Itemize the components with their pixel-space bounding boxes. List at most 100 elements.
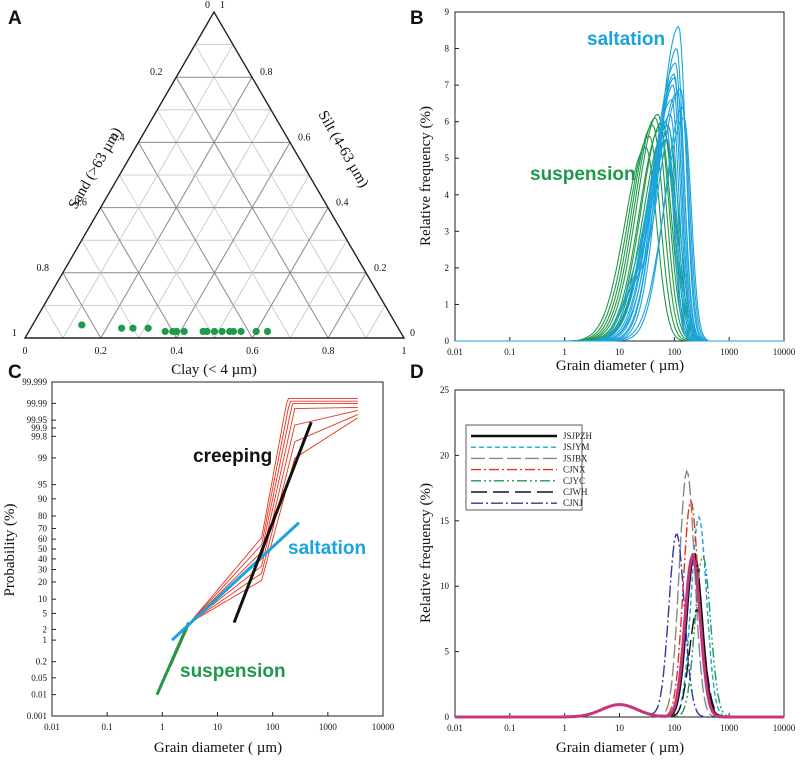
panel-b-ylabel: Relative frequency (%)	[418, 106, 434, 246]
grid-line-sand	[81, 239, 140, 339]
x-tick-label: 1000	[720, 723, 739, 733]
grid-line-sand	[119, 174, 215, 339]
y-tick-label: 0.05	[31, 673, 47, 683]
y-tick-label: 40	[38, 554, 48, 564]
clay-tick-label: 1	[402, 346, 407, 357]
panel-c-ticks: 0.01 0.1 1 10 100 1000 100000.0010.010.050.212…	[22, 377, 395, 732]
data-point	[118, 324, 126, 332]
y-tick-label: 8	[445, 44, 450, 54]
y-tick-label: 2	[43, 624, 48, 634]
series-jsjpzh	[455, 552, 784, 719]
sand-tick-label: 0.4	[112, 132, 125, 143]
y-tick-label: 5	[445, 153, 450, 163]
saltation-curve	[455, 84, 784, 342]
y-tick-label: 90	[38, 494, 48, 504]
sample-curve	[170, 400, 358, 667]
ternary-frame	[23, 10, 406, 339]
silt-tick-label: 0.8	[260, 67, 273, 78]
y-tick-label: 15	[440, 516, 450, 526]
apex-left-label: 1	[12, 328, 17, 339]
silt-tick-label: 0.6	[298, 132, 311, 143]
series-cjwh	[455, 609, 784, 718]
series-cjnj	[455, 533, 784, 718]
panel-d-ticks: 0.01 0.1 1 10 100 1000 10000 0 5 10 15 20 25	[440, 385, 796, 733]
data-point	[180, 327, 188, 336]
legend-label: CJNJ	[563, 498, 583, 508]
legend-label: CJNX	[563, 465, 586, 475]
series-mean	[455, 553, 784, 719]
y-tick-label: 0	[445, 336, 450, 346]
x-tick-label: 10000	[773, 347, 796, 357]
suspension-curve	[455, 128, 784, 342]
legend-label: JSJPZH	[563, 431, 593, 441]
series-cjyc	[455, 555, 784, 718]
y-tick-label: 0.2	[36, 657, 47, 667]
saltation-curve	[455, 113, 784, 342]
panel-d-chart: 0.01 0.1 1 10 100 1000 10000 0 5 10 15 20 25 Grain d…	[418, 385, 796, 756]
ternary-ticks: 0 0.2 0.4 0.6 0.8 1 0.2 0.4 0.6 0.8 0.8 0.6 0.4 0.2	[23, 67, 407, 357]
x-tick-label: 100	[668, 723, 682, 733]
data-point	[129, 324, 137, 332]
y-tick-label: 1	[43, 635, 48, 645]
panel-d-label: D	[410, 362, 424, 383]
grid-line-clay	[251, 207, 329, 339]
clay-axis-label: Clay (< 4 µm)	[171, 362, 257, 378]
annotation-suspension-c: suspension	[180, 661, 286, 682]
x-tick-label: 10000	[773, 723, 796, 733]
y-tick-label: 99.9	[31, 423, 47, 433]
grid-line-sand	[156, 109, 291, 339]
y-tick-label: 20	[440, 450, 450, 460]
data-point	[263, 327, 272, 336]
data-point	[203, 327, 211, 336]
y-tick-label: 0.001	[27, 711, 47, 721]
x-tick-label: 1	[562, 723, 567, 733]
data-point	[218, 327, 226, 336]
x-tick-label: 10	[615, 347, 625, 357]
clay-tick-label: 0.4	[170, 346, 183, 357]
grid-line-clay	[138, 109, 272, 339]
grid-line-clay	[289, 239, 348, 339]
annotation-suspension-b: suspension	[530, 164, 636, 185]
data-point	[78, 321, 86, 329]
panel-c-population-lines	[155, 421, 313, 696]
annotation-creeping: creeping	[193, 446, 272, 467]
y-tick-label: 9	[445, 7, 450, 17]
y-tick-label: 7	[445, 80, 450, 90]
suspension-curve	[455, 113, 784, 342]
y-tick-label: 30	[38, 565, 48, 575]
y-tick-label: 50	[38, 544, 48, 554]
sample-curve	[170, 402, 358, 667]
ternary-points	[78, 321, 272, 336]
grid-line-clay	[214, 174, 310, 339]
y-tick-label: 99.95	[27, 415, 48, 425]
y-tick-label: 70	[38, 523, 48, 533]
y-tick-label: 0.01	[31, 690, 47, 700]
data-point	[237, 327, 245, 336]
legend-box	[465, 424, 583, 511]
grid-line-sand	[100, 207, 178, 339]
sand-tick-label: 0.6	[74, 198, 87, 209]
suspension-line	[155, 622, 191, 696]
grid-line-clay	[365, 305, 386, 339]
y-tick-label: 60	[38, 534, 48, 544]
y-tick-label: 4	[445, 190, 450, 200]
panel-d-curves	[455, 469, 784, 719]
x-tick-label: 1	[160, 722, 165, 732]
ternary-grid	[43, 44, 386, 339]
panel-d-xlabel: Grain diameter ( µm)	[556, 740, 684, 756]
grid-line-clay	[62, 44, 234, 339]
panel-c-curves	[170, 397, 359, 667]
y-tick-label: 99.8	[31, 431, 47, 441]
panel-b-curves	[455, 25, 784, 342]
x-tick-label: 1000	[720, 347, 739, 357]
panel-c-chart: 0.01 0.1 1 10 100 1000 100000.0010.010.050.212…	[2, 377, 395, 756]
ternary-plot: 0 0.2 0.4 0.6 0.8 1 0.2 0.4 0.6 0.8 0.8 0.6 0.4 0.2 0…	[12, 0, 415, 378]
x-tick-label: 1	[562, 347, 567, 357]
y-tick-label: 1	[445, 299, 450, 309]
legend-label: CJWH	[563, 487, 588, 497]
y-tick-label: 5	[445, 647, 450, 657]
y-tick-label: 6	[445, 117, 450, 127]
y-tick-label: 20	[38, 577, 48, 587]
